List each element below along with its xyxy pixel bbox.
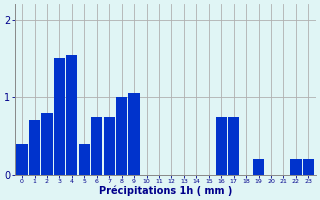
Bar bbox=[91, 117, 102, 175]
Bar bbox=[116, 97, 127, 175]
Bar bbox=[303, 159, 314, 175]
Bar bbox=[79, 144, 90, 175]
Bar bbox=[104, 117, 115, 175]
Bar bbox=[216, 117, 227, 175]
Bar bbox=[16, 144, 28, 175]
Bar bbox=[290, 159, 301, 175]
Bar bbox=[29, 120, 40, 175]
Bar bbox=[129, 93, 140, 175]
Bar bbox=[54, 58, 65, 175]
X-axis label: Précipitations 1h ( mm ): Précipitations 1h ( mm ) bbox=[99, 185, 232, 196]
Bar bbox=[66, 55, 77, 175]
Bar bbox=[228, 117, 239, 175]
Bar bbox=[253, 159, 264, 175]
Bar bbox=[41, 113, 52, 175]
